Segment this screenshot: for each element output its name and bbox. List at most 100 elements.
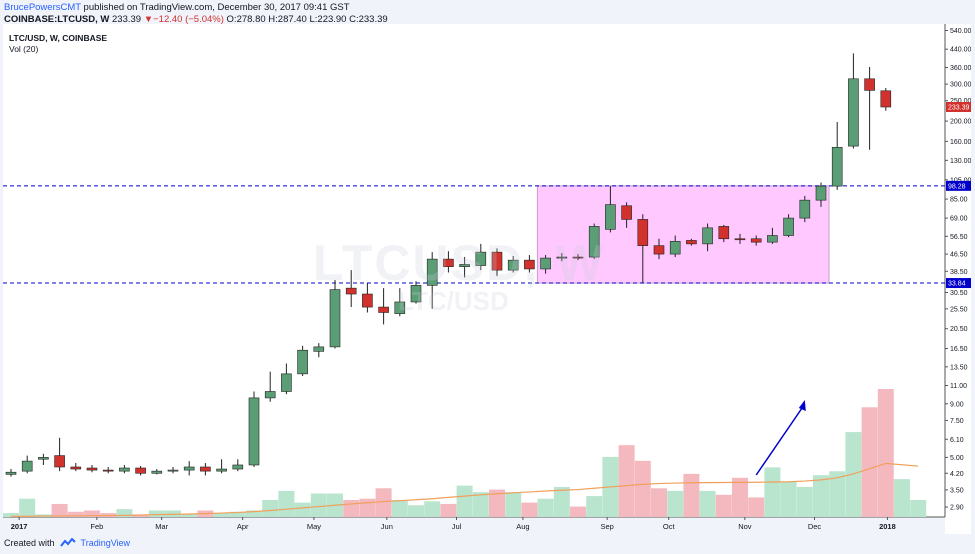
lower-level-tag-bg [946,278,971,289]
candle-body [702,227,713,245]
close-value: C:233.39 [349,14,388,25]
candle-body [750,238,762,243]
candle-body [38,457,49,460]
volume-bar [732,477,748,517]
watermark: LTCUSD, W [313,235,606,291]
candle-body [588,226,600,258]
upper-level-tag-bg [946,180,971,191]
candle-body [491,251,503,271]
created-with-label: Created with [4,538,55,548]
candle-body [345,287,357,295]
lower-level-tag: 33.84 [948,281,966,288]
candle-body [200,466,211,472]
x-tick-label: Nov [738,522,752,531]
y-tick-label: 56.50 [950,234,968,241]
volume-bar [683,473,700,517]
candle-body [426,258,438,286]
candle-body [135,467,146,474]
high-value: H:287.40 [268,14,307,25]
candle-body [410,285,422,303]
y-tick-label: 30.50 [950,290,968,297]
volume-bar [489,489,505,517]
volume-bar [359,498,376,517]
candle-body [119,467,130,472]
volume-bar [132,514,149,517]
author-link[interactable]: BrucePowersCMT [4,2,81,13]
volume-bar [505,492,522,517]
chart-area[interactable]: 540.00 440.00 360.00 300.00 250.00 200.00 160.… [3,24,971,534]
volume-bar [116,509,133,517]
y-tick-label: 200.00 [950,119,971,126]
candle-body [718,226,730,240]
candle-body [848,78,859,147]
candle-body [767,235,778,243]
volume-trend-arrow [755,403,806,476]
candle-body [540,257,551,270]
candle-body [524,259,535,270]
volume-bar [894,479,910,517]
candle-body [799,199,811,219]
y-tick-label: 46.50 [950,252,968,259]
footer: Created with TradingView [4,538,130,548]
candle-body [313,346,325,352]
volume-bar [634,460,651,517]
candle-body [686,240,697,245]
price-chart[interactable]: 540.00 440.00 360.00 300.00 250.00 200.00 160.… [3,24,971,534]
candle-body [880,90,892,108]
candle-body [459,264,470,267]
y-tick-label: 250.00 [950,98,971,105]
symbol-label[interactable]: COINBASE:LTCUSD, W [4,14,110,25]
volume-bar [440,503,457,517]
candle-body [556,256,568,259]
volume-bar [845,432,862,517]
candle-body [621,205,632,220]
candle-body [167,469,179,472]
y-tick-label: 16.50 [950,346,968,353]
candle-body [102,469,114,472]
volume-bar [310,493,327,517]
volume-bar [570,506,586,517]
volume-bar [796,486,813,517]
y-tick-label: 11.00 [950,383,967,390]
volume-bar [67,511,84,517]
volume-bar [165,510,181,517]
candle-body [394,301,406,314]
candle-body [183,466,195,471]
publish-line: BrucePowersCMT published on TradingView.… [4,2,350,13]
candle-body [151,470,163,474]
candle-body [248,397,260,466]
candle-body [216,468,227,472]
volume-bar [3,513,19,517]
x-tick-label: Apr [237,522,249,531]
x-tick-label: Dec [808,522,822,531]
volume-bar [343,500,360,517]
volume-bar [19,498,36,517]
y-tick-label: 540.00 [950,28,971,35]
last-price: 233.39 [112,14,142,25]
x-tick-label: May [307,522,321,531]
upper-level-tag: 98.28 [948,183,966,190]
volume-bar [294,502,311,517]
candle-body [70,466,82,470]
range-box [536,185,830,284]
y-tick-label: 20.50 [950,326,968,333]
candle-body [378,306,389,313]
candle-body [653,245,665,255]
candle-body [232,464,244,470]
volume-bar [813,475,829,517]
y-tick-label: 13.50 [950,364,968,371]
volume-legend: Vol (20) [9,44,39,54]
tradingview-link[interactable]: TradingView [80,538,131,548]
y-tick-label: 4.20 [950,471,964,478]
candle-body [443,258,454,267]
volume-bar [51,503,68,517]
x-tick-label: 2017 [11,522,28,531]
volume-bar [829,471,846,517]
y-tick-label: 38.50 [950,269,968,276]
volume-bar [246,510,262,517]
y-tick-label: 3.50 [950,487,964,494]
candle-body [264,391,276,399]
candle-body [281,373,292,392]
last-price-tag-bg [946,101,971,112]
candle-body [815,185,827,201]
